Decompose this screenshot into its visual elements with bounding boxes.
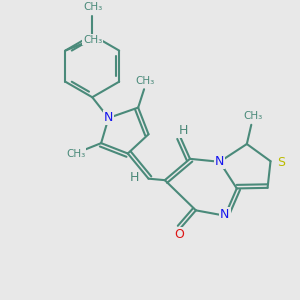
Text: S: S bbox=[277, 156, 285, 169]
Text: CH₃: CH₃ bbox=[83, 2, 103, 13]
Text: CH₃: CH₃ bbox=[243, 112, 262, 122]
Text: O: O bbox=[174, 228, 184, 241]
Text: CH₃: CH₃ bbox=[66, 149, 85, 159]
Text: CH₃: CH₃ bbox=[135, 76, 154, 86]
Text: H: H bbox=[179, 124, 188, 137]
Text: N: N bbox=[220, 208, 230, 221]
Text: CH₃: CH₃ bbox=[83, 34, 102, 45]
Text: N: N bbox=[104, 112, 113, 124]
Text: N: N bbox=[215, 155, 224, 168]
Text: H: H bbox=[130, 171, 139, 184]
